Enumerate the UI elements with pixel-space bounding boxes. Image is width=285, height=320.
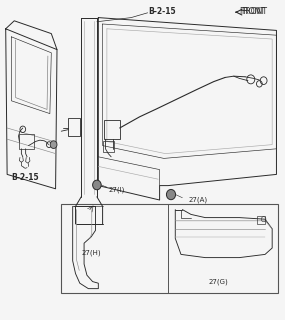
Circle shape (93, 180, 101, 190)
Text: 27(H): 27(H) (81, 250, 101, 256)
Text: FRONT: FRONT (239, 7, 265, 16)
Circle shape (166, 189, 176, 200)
Text: B-2-15: B-2-15 (148, 7, 176, 16)
Bar (68, 118, 80, 136)
Text: 27(A): 27(A) (188, 197, 207, 203)
Text: FRONT: FRONT (241, 7, 267, 16)
Bar (256, 216, 265, 224)
Bar (103, 141, 114, 152)
Text: 27(I): 27(I) (108, 186, 125, 193)
Bar (19, 134, 34, 149)
Circle shape (50, 141, 57, 148)
Text: B-2-15: B-2-15 (11, 173, 39, 182)
Bar (61, 204, 278, 293)
Bar (104, 120, 120, 139)
Text: 27(G): 27(G) (208, 278, 228, 285)
